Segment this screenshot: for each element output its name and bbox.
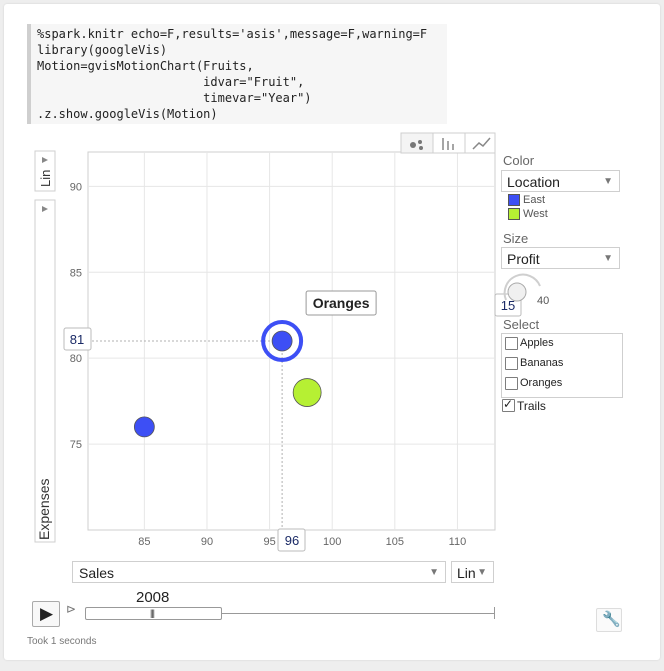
- bubble-view-tab[interactable]: [400, 132, 434, 154]
- y-axis-label: Expenses: [36, 479, 52, 540]
- y-axis-arrow-icon: [42, 206, 48, 212]
- bubble-label: Oranges: [313, 295, 370, 311]
- data-bubble: [292, 378, 322, 407]
- size-select[interactable]: Profit ▼: [501, 247, 620, 269]
- y-scale-select[interactable]: [34, 150, 56, 192]
- bubble-tab-icon-dot3: [419, 146, 423, 150]
- select-item-oranges: Oranges: [520, 377, 563, 389]
- bubble-label-box: [305, 290, 377, 316]
- code-line-4: idvar="Fruit",: [37, 75, 305, 89]
- x-tick-label: 95: [263, 536, 275, 548]
- select-checkbox-oranges[interactable]: [505, 377, 518, 390]
- speed-control[interactable]: ⊳: [66, 602, 79, 619]
- x-tick-label: 110: [449, 536, 467, 548]
- trails-checkbox[interactable]: ✓: [502, 397, 515, 412]
- x-tick-label: 90: [201, 536, 213, 548]
- tick-layer: 85 90 95 100 105 110 75 80 85 90: [70, 181, 466, 548]
- size-arc: [503, 273, 541, 301]
- code-line-1: %spark.knitr echo=F,results='asis',messa…: [37, 27, 428, 41]
- code-line-3: Motion=gvisMotionChart(Fruits,: [37, 59, 254, 73]
- x-value-readout: 96: [285, 533, 299, 548]
- y-scale-label: Lin: [38, 170, 53, 187]
- settings-button[interactable]: 🔧: [596, 608, 622, 632]
- data-bubble: [133, 416, 155, 438]
- y-tick-label: 80: [70, 353, 82, 365]
- bubble-tab-icon-dot2: [418, 140, 422, 144]
- x-value-readout-box: [277, 528, 306, 552]
- x-axis-select-label: Sales: [79, 565, 115, 581]
- status-text: Took 1 seconds: [27, 636, 97, 647]
- y-value-readout-box: [63, 327, 92, 351]
- legend-label-west: West: [523, 208, 548, 220]
- select-list: [501, 333, 623, 398]
- size-scale-widget[interactable]: [500, 270, 560, 310]
- chevron-down-icon: ▼: [429, 567, 439, 578]
- trails-label: Trails: [517, 399, 546, 413]
- x-tick-label: 105: [386, 536, 404, 548]
- x-tick-label: 85: [138, 536, 150, 548]
- bubble-highlight-ring: [261, 320, 304, 362]
- legend-swatch-west: [508, 208, 520, 220]
- y-axis-select[interactable]: [34, 199, 56, 543]
- x-scale-select[interactable]: Lin ▼: [451, 561, 494, 583]
- legend-swatch-east: [508, 194, 520, 206]
- color-label: Color: [503, 153, 535, 168]
- play-button[interactable]: ▶: [32, 601, 60, 627]
- select-checkbox-apples[interactable]: [505, 337, 518, 350]
- grid-layer: [88, 152, 495, 530]
- bar-view-tab[interactable]: [432, 132, 466, 154]
- code-editor[interactable]: %spark.knitr echo=F,results='asis',messa…: [27, 24, 447, 124]
- wrench-icon: 🔧: [602, 611, 621, 628]
- grip-icon: |||: [150, 608, 155, 618]
- select-checkbox-bananas[interactable]: [505, 357, 518, 370]
- y-tick-label: 85: [70, 267, 82, 279]
- chevron-down-icon: ▼: [603, 253, 613, 264]
- color-select[interactable]: Location ▼: [501, 170, 620, 192]
- y-value-readout: 81: [70, 332, 84, 347]
- chevron-down-icon: ▼: [477, 567, 487, 578]
- timeline-end-tick: [494, 607, 495, 619]
- point-layer: Oranges: [133, 290, 377, 438]
- size-value-readout: 15: [501, 298, 515, 313]
- code-line-2: library(googleVis): [37, 43, 168, 57]
- size-max-label: 40: [537, 295, 550, 307]
- size-select-label: Profit: [507, 251, 540, 267]
- x-tick-label: 100: [323, 536, 341, 548]
- year-label: 2008: [136, 589, 170, 606]
- code-line-6: .z.show.googleVis(Motion): [37, 107, 218, 121]
- checkmark-icon: ✓: [503, 397, 514, 411]
- size-knob[interactable]: [507, 282, 527, 302]
- x-scale-select-label: Lin: [457, 565, 476, 581]
- size-label: Size: [503, 231, 529, 246]
- line-chart-icon: [472, 137, 491, 150]
- bubble-tab-icon: [410, 142, 416, 148]
- y-tick-label: 75: [70, 439, 82, 451]
- bar-chart-icon: [442, 138, 454, 150]
- play-icon: ▶: [40, 604, 54, 623]
- color-select-label: Location: [507, 174, 560, 190]
- timeline-track[interactable]: [85, 613, 495, 614]
- select-item-apples: Apples: [520, 337, 554, 349]
- legend-label-east: East: [523, 194, 546, 206]
- y-scale-arrow-icon: [42, 157, 48, 163]
- select-label: Select: [503, 317, 540, 332]
- speed-icon: ⊳: [66, 602, 77, 616]
- x-axis-select[interactable]: Sales ▼: [72, 561, 446, 583]
- data-bubble: [271, 330, 293, 352]
- select-item-bananas: Bananas: [520, 357, 564, 369]
- chevron-down-icon: ▼: [603, 176, 613, 187]
- y-tick-label: 90: [70, 181, 82, 193]
- timeline-slider-handle[interactable]: |||: [85, 607, 222, 620]
- code-line-5: timevar="Year"): [37, 91, 312, 105]
